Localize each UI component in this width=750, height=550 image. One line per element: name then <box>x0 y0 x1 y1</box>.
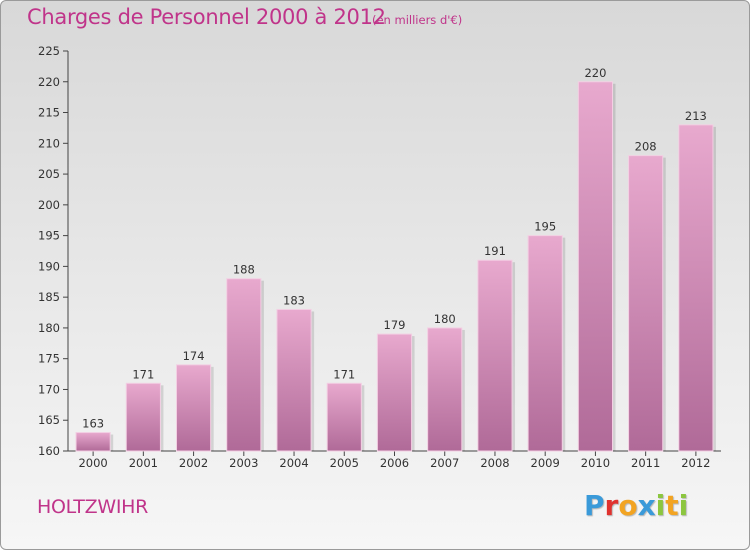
y-tick-label: 205 <box>38 167 60 181</box>
y-tick-label: 210 <box>38 136 60 150</box>
logo-letter: i <box>655 489 666 522</box>
data-label-2001: 171 <box>132 367 154 381</box>
bar-2001 <box>125 382 161 452</box>
data-label-2005: 171 <box>333 367 355 381</box>
data-labels: 163 171 174 188 183 171 179 180 191 195 220 208 213 <box>82 66 707 431</box>
logo-letter: P <box>584 489 605 522</box>
bar-2003 <box>226 278 262 452</box>
x-tick-label: 2002 <box>179 456 208 470</box>
bar-2007 <box>427 327 463 452</box>
logo-letter: x <box>637 489 656 522</box>
bar-2006 <box>376 333 413 452</box>
logo-letter: t <box>665 489 679 522</box>
bar-2011 <box>628 155 664 452</box>
data-label-2012: 213 <box>685 109 707 123</box>
town-name: HOLTZWIHR <box>37 496 149 518</box>
chart-subtitle: (en milliers d'€) <box>372 13 463 27</box>
x-tick-label: 2010 <box>581 456 610 470</box>
data-label-2010: 220 <box>584 66 606 80</box>
proxiti-logo[interactable]: Proxiti <box>584 489 688 522</box>
bar-2000 <box>75 432 111 452</box>
x-tick-label: 2000 <box>78 456 107 470</box>
data-label-2002: 174 <box>183 349 205 363</box>
logo-letter: i <box>678 489 689 522</box>
data-label-2000: 163 <box>82 417 104 431</box>
chart-title: Charges de Personnel 2000 à 2012 <box>27 5 386 29</box>
x-tick-label: 2007 <box>430 456 459 470</box>
y-tick-label: 180 <box>38 321 60 335</box>
logo-letter: r <box>604 489 619 522</box>
x-tick-label: 2006 <box>380 456 409 470</box>
y-tick-label: 200 <box>38 198 60 212</box>
y-tick-label: 160 <box>38 444 60 458</box>
x-tick-label: 2005 <box>330 456 359 470</box>
bar-2010 <box>577 81 614 452</box>
data-label-2009: 195 <box>534 220 556 234</box>
data-label-2011: 208 <box>635 140 657 154</box>
x-tick-label: 2004 <box>279 456 308 470</box>
bar-2012 <box>678 124 714 452</box>
y-tick-label: 175 <box>38 352 60 366</box>
data-label-2007: 180 <box>434 312 456 326</box>
data-label-2006: 179 <box>384 318 406 332</box>
x-tick-label: 2009 <box>531 456 560 470</box>
y-axis: 160 165 170 175 180 185 190 195 200 205 210 215 220 2… <box>38 44 69 458</box>
x-tick-label: 2012 <box>681 456 710 470</box>
x-tick-label: 2008 <box>480 456 509 470</box>
logo-letter: o <box>618 489 638 522</box>
x-axis: 2000 2001 2002 2003 2004 2005 2006 2007 2008 2009… <box>68 450 721 470</box>
y-tick-label: 165 <box>38 413 60 427</box>
data-label-2008: 191 <box>484 244 506 258</box>
y-tick-label: 225 <box>38 44 60 58</box>
bar-2008 <box>477 259 513 452</box>
y-tick-label: 190 <box>38 259 60 273</box>
y-tick-label: 220 <box>38 75 60 89</box>
x-tick-label: 2011 <box>631 456 660 470</box>
bar-2004 <box>276 308 312 452</box>
x-tick-label: 2001 <box>129 456 158 470</box>
bar-2002 <box>175 364 212 452</box>
y-tick-label: 195 <box>38 229 60 243</box>
y-tick-label: 185 <box>38 290 60 304</box>
bar-2009 <box>527 235 563 452</box>
data-label-2003: 188 <box>233 263 255 277</box>
y-tick-label: 170 <box>38 382 60 396</box>
bars <box>75 81 716 452</box>
x-tick-label: 2003 <box>229 456 258 470</box>
bar-2005 <box>326 382 362 452</box>
y-tick-label: 215 <box>38 106 60 120</box>
data-label-2004: 183 <box>283 293 305 307</box>
